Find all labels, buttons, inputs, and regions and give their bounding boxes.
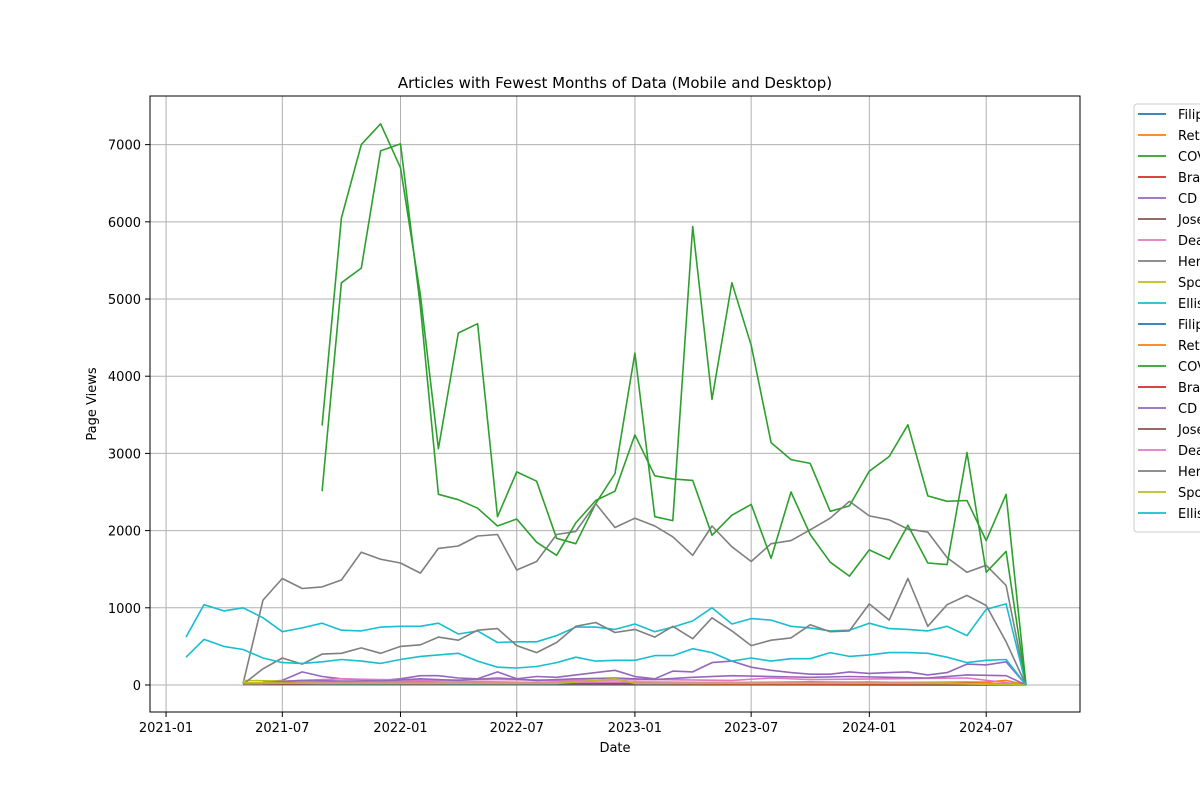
x-tick-label: 2023-01: [608, 721, 662, 736]
legend-label: Ellis: [1178, 297, 1200, 312]
x-tick-label: 2022-07: [490, 721, 544, 736]
series-line-7: [242, 500, 1027, 686]
series-line-12: [321, 143, 1027, 686]
series-line-2: [321, 123, 1027, 686]
legend-label: Dea: [1178, 444, 1200, 459]
x-axis-label: Date: [599, 741, 630, 756]
legend-label: Ret: [1178, 129, 1200, 144]
legend-label: Bra: [1178, 381, 1200, 396]
y-tick-label: 6000: [108, 216, 141, 231]
chart-title: Articles with Fewest Months of Data (Mob…: [398, 74, 832, 92]
x-tick-label: 2024-01: [842, 721, 896, 736]
x-tick-label: 2021-07: [255, 721, 309, 736]
legend-label: Ret: [1178, 339, 1200, 354]
legend: Filip Ret COV Bra CD Jose Dea Her Spo Ellis Filip R…: [1133, 103, 1200, 533]
legend-label: COV: [1178, 150, 1200, 165]
legend-label: Filip: [1178, 108, 1200, 123]
series-line-18: [243, 677, 1027, 686]
legend-label: CD: [1178, 402, 1197, 417]
legend-label: Jose: [1177, 423, 1200, 438]
y-tick-label: 5000: [108, 293, 141, 308]
y-tick-label: 2000: [108, 525, 141, 540]
y-tick-label: 4000: [108, 370, 141, 385]
legend-label: Her: [1178, 255, 1200, 270]
legend-frame: [1133, 103, 1200, 533]
series-line-14: [262, 674, 1027, 686]
series-lines: [185, 123, 1027, 686]
legend-label: COV: [1178, 360, 1200, 375]
y-tick-label: 7000: [108, 139, 141, 154]
series-line-19: [185, 638, 1027, 686]
legend-label: Her: [1178, 465, 1200, 480]
axis-ticks: 2021-01 2021-07 2022-01 2022-07 2023-01 2023-…: [108, 139, 1013, 736]
x-tick-label: 2023-07: [724, 721, 778, 736]
grid: [150, 96, 1080, 712]
x-tick-label: 2021-01: [139, 721, 193, 736]
series-line-17: [242, 577, 1027, 686]
series-line-16: [262, 681, 1027, 686]
y-tick-label: 0: [133, 679, 141, 694]
legend-label: Bra: [1178, 171, 1200, 186]
x-tick-label: 2022-01: [373, 721, 427, 736]
legend-label: Spo: [1178, 276, 1200, 291]
legend-label: CD: [1178, 192, 1197, 207]
x-tick-label: 2024-07: [959, 721, 1013, 736]
legend-label: Ellis: [1178, 507, 1200, 522]
legend-label: Spo: [1178, 486, 1200, 501]
y-tick-label: 1000: [108, 602, 141, 617]
y-tick-label: 3000: [108, 447, 141, 462]
y-axis-label: Page Views: [85, 367, 100, 440]
legend-label: Filip: [1178, 318, 1200, 333]
legend-label: Jose: [1177, 213, 1200, 228]
plot-frame: [149, 95, 1081, 713]
legend-label: Dea: [1178, 234, 1200, 249]
